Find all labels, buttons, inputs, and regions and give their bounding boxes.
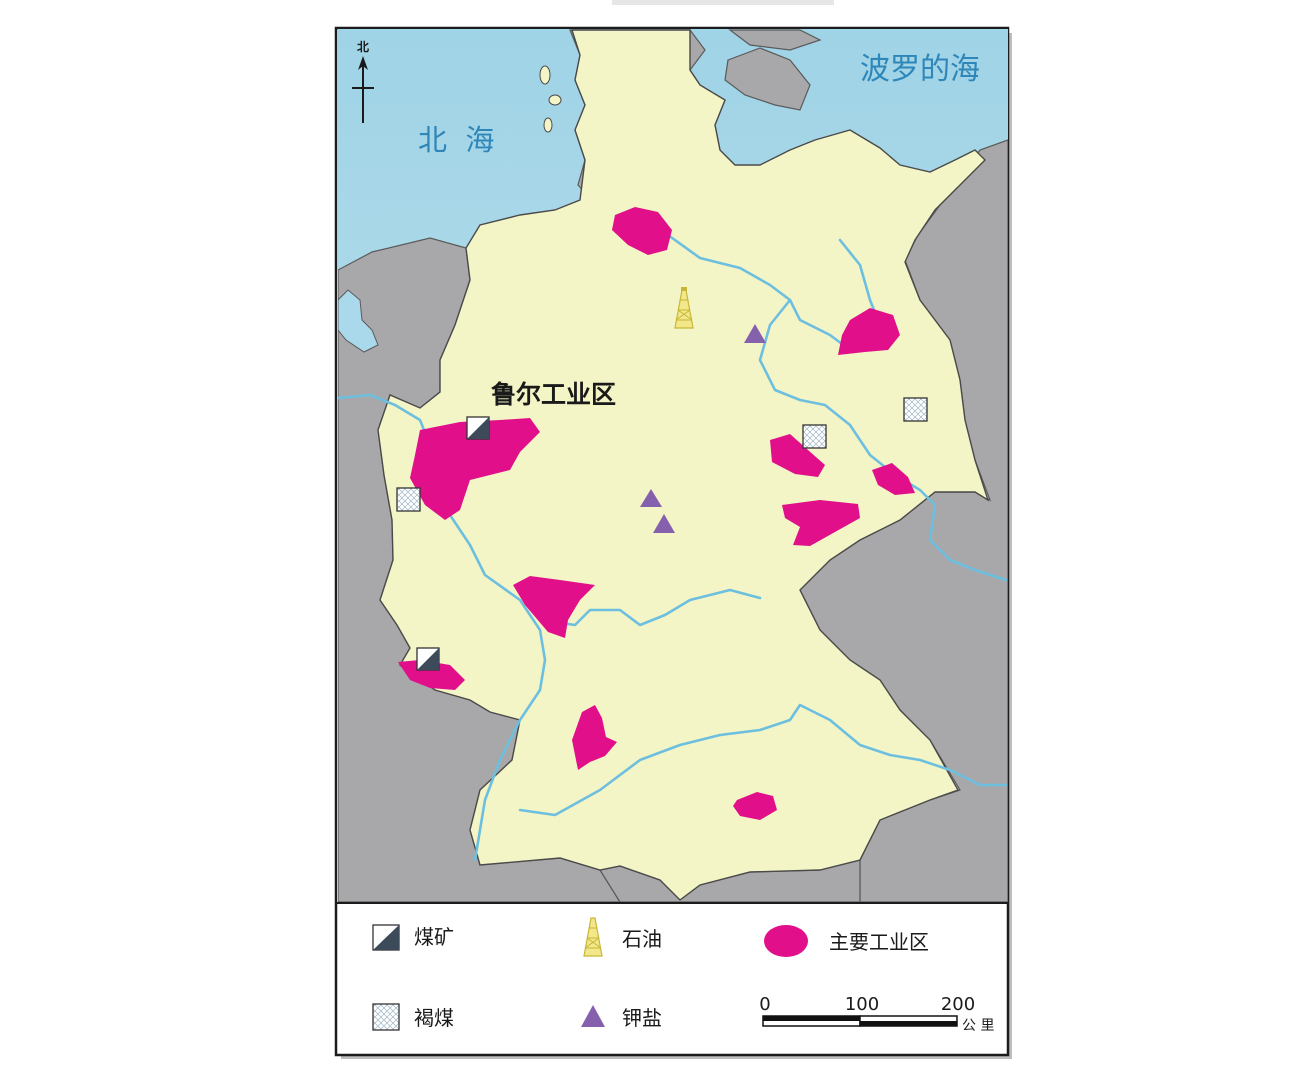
industrial-zone-stuttgart	[572, 705, 617, 770]
top-shadow	[612, 0, 834, 5]
lignite-icon	[372, 1003, 400, 1031]
potash-icon	[581, 1005, 605, 1027]
industrial-zone-frankfurt	[513, 576, 595, 638]
coal-mine-icon	[416, 647, 440, 671]
legend-coal-mine: 煤矿	[372, 924, 454, 951]
legend-oil-label: 石油	[622, 927, 662, 951]
lignite-icon	[802, 424, 827, 449]
industrial-zone-leipzig	[782, 500, 860, 546]
legend-coal-label: 煤矿	[414, 925, 454, 949]
scale-tick-200: 200	[941, 994, 975, 1015]
scale-tick-0: 0	[759, 994, 770, 1015]
industrial-zone-dresden	[872, 463, 915, 495]
industrial-zone-icon	[764, 925, 808, 957]
legend-potash: 钾盐	[581, 1005, 662, 1030]
legend-oil: 石油	[583, 917, 662, 957]
coal-markers	[416, 416, 490, 671]
neighbor-land-netherlands-coast	[338, 289, 379, 353]
neighbor-island-1	[724, 47, 811, 111]
coal-mine-icon	[372, 924, 400, 951]
legend-industrial-zone: 主要工业区	[764, 925, 929, 957]
river-elbe	[666, 233, 852, 352]
scale-unit-label: 公 里	[962, 1018, 994, 1034]
river-elbe-middle	[758, 298, 1008, 582]
industrial-zone-ruhr	[410, 418, 540, 520]
rivers	[338, 233, 1008, 862]
germany-land	[377, 29, 990, 901]
river-danube	[518, 703, 1008, 817]
legend-industrial-label: 主要工业区	[829, 930, 929, 954]
industrial-zone-hamburg	[612, 207, 672, 255]
industrial-zone-berlin	[838, 308, 900, 355]
river-rhine	[338, 393, 547, 862]
legend-lignite-label: 褐煤	[414, 1006, 454, 1030]
lignite-icon	[903, 397, 928, 422]
north-arrow: 北	[352, 39, 374, 123]
lignite-markers	[396, 397, 928, 512]
coal-mine-icon	[466, 416, 490, 440]
scale-bar: 0 100 200 公 里	[759, 994, 994, 1034]
industrial-zone-munich	[733, 792, 777, 820]
industrial-zone-halle	[770, 434, 825, 477]
frisian-islands	[539, 65, 562, 133]
oil-derrick-icon	[674, 287, 694, 329]
north-label: 北	[357, 39, 369, 54]
industrial-zone-saar	[398, 660, 465, 690]
ruhr-region-label: 鲁尔工业区	[491, 380, 616, 409]
potash-icon	[640, 489, 662, 507]
scale-tick-100: 100	[845, 994, 879, 1015]
north-sea-label: 北 海	[418, 123, 494, 157]
river-main	[538, 588, 762, 627]
potash-icon	[653, 514, 675, 533]
industrial-zones	[398, 207, 915, 820]
potash-icon	[744, 324, 766, 343]
legend: 煤矿 石油 主要工业区 褐煤 钾盐 0 100 200	[372, 917, 994, 1034]
oil-derrick-icon	[583, 917, 603, 957]
legend-lignite: 褐煤	[372, 1003, 454, 1031]
baltic-sea-label: 波罗的海	[860, 52, 980, 87]
neighbor-island-2	[728, 29, 822, 51]
lignite-icon	[396, 487, 421, 512]
map-area: 北 北 海 波罗的海 鲁尔工业区	[338, 29, 1008, 902]
potash-markers	[640, 324, 766, 533]
legend-potash-label: 钾盐	[622, 1006, 662, 1030]
